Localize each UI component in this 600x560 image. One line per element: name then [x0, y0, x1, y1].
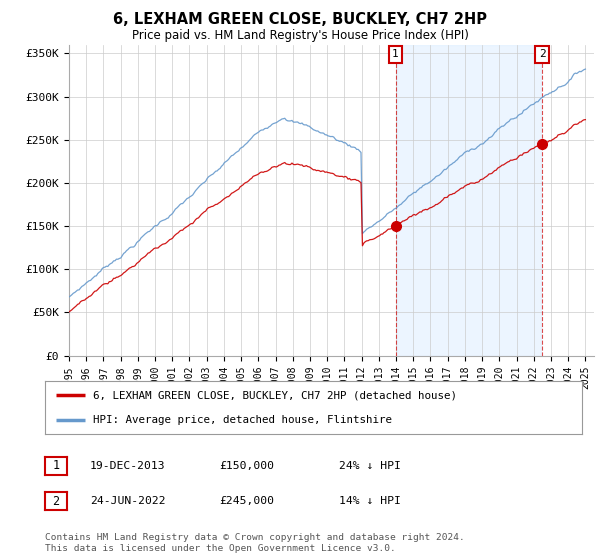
Text: 24% ↓ HPI: 24% ↓ HPI — [339, 461, 401, 471]
Text: 19-DEC-2013: 19-DEC-2013 — [90, 461, 166, 471]
Text: 1: 1 — [52, 459, 59, 473]
Text: 1: 1 — [392, 49, 399, 59]
Text: 2: 2 — [52, 494, 59, 508]
Text: HPI: Average price, detached house, Flintshire: HPI: Average price, detached house, Flin… — [94, 414, 392, 424]
Text: £150,000: £150,000 — [219, 461, 274, 471]
Text: Contains HM Land Registry data © Crown copyright and database right 2024.
This d: Contains HM Land Registry data © Crown c… — [45, 533, 465, 553]
Text: 2: 2 — [539, 49, 545, 59]
Text: 6, LEXHAM GREEN CLOSE, BUCKLEY, CH7 2HP (detached house): 6, LEXHAM GREEN CLOSE, BUCKLEY, CH7 2HP … — [94, 390, 457, 400]
Text: 6, LEXHAM GREEN CLOSE, BUCKLEY, CH7 2HP: 6, LEXHAM GREEN CLOSE, BUCKLEY, CH7 2HP — [113, 12, 487, 27]
Text: 14% ↓ HPI: 14% ↓ HPI — [339, 496, 401, 506]
Text: Price paid vs. HM Land Registry's House Price Index (HPI): Price paid vs. HM Land Registry's House … — [131, 29, 469, 42]
Text: £245,000: £245,000 — [219, 496, 274, 506]
Text: 24-JUN-2022: 24-JUN-2022 — [90, 496, 166, 506]
